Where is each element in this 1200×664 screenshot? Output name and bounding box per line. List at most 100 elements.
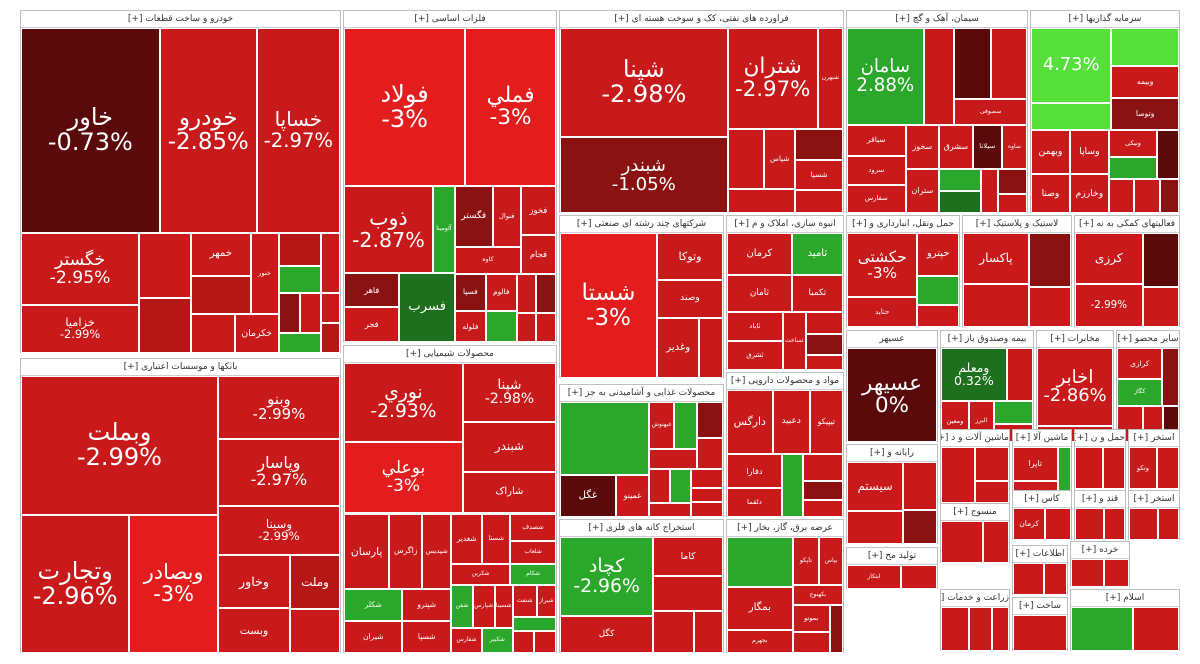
treemap-tile[interactable] <box>516 273 537 313</box>
treemap-tile[interactable]: دفارا <box>727 454 782 488</box>
treemap-tile[interactable] <box>191 275 251 314</box>
treemap-tile[interactable] <box>963 284 1029 327</box>
sector-box[interactable]: اسلام [+] <box>1070 589 1180 651</box>
treemap-tile[interactable]: سصوفی <box>954 99 1027 125</box>
sector-title[interactable]: سیمان، آهک و گچ [+] <box>847 11 1027 28</box>
treemap-tile[interactable]: کرمان <box>1013 508 1046 540</box>
treemap-tile[interactable] <box>1142 233 1179 287</box>
treemap-tile[interactable]: وخارزم <box>1069 174 1109 213</box>
treemap-tile[interactable]: وتوکا <box>657 233 723 280</box>
treemap-tile[interactable] <box>699 318 723 378</box>
sector-title[interactable]: حمل ونقل، انبارداری و [+] <box>847 216 959 233</box>
treemap-tile[interactable]: خنور <box>250 232 279 314</box>
treemap-tile[interactable]: فسرب <box>399 272 455 342</box>
treemap-tile[interactable] <box>278 232 322 267</box>
treemap-tile[interactable] <box>290 609 340 653</box>
treemap-tile[interactable]: نوري -2.93% <box>344 363 463 442</box>
treemap-tile[interactable] <box>795 190 843 213</box>
treemap-tile[interactable] <box>727 537 793 588</box>
treemap-tile[interactable] <box>1071 607 1133 651</box>
treemap-tile[interactable]: سیستم <box>847 462 904 512</box>
treemap-tile[interactable]: سامان 2.88% <box>847 28 924 125</box>
treemap-tile[interactable]: شکام <box>510 564 556 585</box>
sector-title[interactable]: قند و [+] <box>1075 491 1125 508</box>
treemap-tile[interactable] <box>1111 28 1179 67</box>
sector-title[interactable]: فراورده های نفتی، کک و سوخت هسته ای [+] <box>560 11 843 28</box>
treemap-tile[interactable]: ومعلم 0.32% <box>941 348 1007 401</box>
treemap-tile[interactable]: فملي -3% <box>465 28 556 187</box>
treemap-tile[interactable] <box>534 631 556 653</box>
sector-box[interactable]: خرده [+] <box>1070 541 1130 587</box>
sector-title[interactable]: رایانه و [+] <box>847 445 937 462</box>
treemap-tile[interactable] <box>693 610 723 653</box>
treemap-tile[interactable] <box>802 454 843 481</box>
treemap-tile[interactable]: تيپيکو <box>809 390 843 455</box>
treemap-tile[interactable] <box>1075 508 1104 540</box>
treemap-tile[interactable]: سرود <box>847 156 906 185</box>
treemap-tile[interactable]: اخابر -2.86% <box>1037 348 1113 427</box>
treemap-tile[interactable]: بوعلي -3% <box>344 441 463 514</box>
treemap-tile[interactable]: سشرق <box>939 124 973 169</box>
treemap-tile[interactable]: شسینا <box>494 584 513 628</box>
treemap-tile[interactable] <box>941 521 983 563</box>
sector-box[interactable]: قند و [+] <box>1074 490 1126 540</box>
treemap-tile[interactable]: کاما <box>653 537 723 576</box>
treemap-tile[interactable]: سخوز <box>905 124 940 169</box>
sector-title[interactable]: لاستیک و پلاستیک [+] <box>963 216 1071 233</box>
treemap-tile[interactable] <box>278 266 322 293</box>
treemap-tile[interactable] <box>993 400 1033 425</box>
treemap-tile[interactable] <box>917 305 959 327</box>
treemap-tile[interactable] <box>278 292 300 333</box>
treemap-tile[interactable] <box>299 292 322 333</box>
treemap-tile[interactable]: بموتو <box>792 605 830 633</box>
sector-title[interactable]: انبوه سازی، املاک و م [+] <box>727 216 843 233</box>
treemap-tile[interactable]: شاراک <box>462 471 556 514</box>
treemap-tile[interactable]: شبندر <box>462 421 556 472</box>
treemap-tile[interactable] <box>1013 563 1044 595</box>
treemap-tile[interactable] <box>1043 563 1067 595</box>
treemap-tile[interactable]: شصدف <box>510 513 556 541</box>
treemap-tile[interactable] <box>649 469 671 503</box>
sector-box[interactable]: کاس [+] کرمان <box>1012 490 1072 540</box>
sector-title[interactable]: بیمه وصندوق باز [+] <box>941 331 1033 348</box>
treemap-tile[interactable]: تاپرا <box>1013 447 1058 481</box>
treemap-tile[interactable]: سباقر <box>847 124 906 157</box>
treemap-tile[interactable]: ذوب -2.87% <box>344 186 433 273</box>
sector-box[interactable]: زراعت و خدمات [+] <box>940 589 1010 651</box>
treemap-tile[interactable]: فسپا <box>454 273 486 311</box>
treemap-tile[interactable]: ستران <box>905 168 940 213</box>
sector-title[interactable]: عسیهر <box>847 331 937 348</box>
treemap-tile[interactable]: پاکسار <box>963 233 1029 285</box>
treemap-tile[interactable]: ساوه <box>1001 124 1027 169</box>
treemap-tile[interactable]: فگستر <box>454 186 493 248</box>
treemap-tile[interactable] <box>969 607 992 651</box>
treemap-tile[interactable]: ونیکی <box>1108 129 1158 157</box>
treemap-tile[interactable]: فالوم <box>485 273 517 311</box>
treemap-tile[interactable]: فولاد -3% <box>344 28 466 187</box>
sector-box[interactable]: مخابرات [+] اخابر -2.86% <box>1036 330 1114 442</box>
treemap-tile[interactable] <box>696 437 723 470</box>
sector-title[interactable]: تولید مح [+] <box>847 548 937 565</box>
treemap-tile[interactable] <box>691 487 723 503</box>
treemap-tile[interactable]: تکمبا <box>791 275 843 312</box>
treemap-tile[interactable]: آلومينا <box>432 186 455 273</box>
treemap-tile[interactable] <box>727 129 765 189</box>
treemap-tile[interactable]: کرازی <box>1117 348 1163 380</box>
sector-box[interactable]: استخراج کانه های فلزی [+] کچاد -2.96% کگل کا… <box>559 519 724 653</box>
treemap-tile[interactable] <box>1134 179 1160 213</box>
treemap-tile[interactable] <box>980 168 998 213</box>
treemap-tile[interactable] <box>1104 559 1129 587</box>
treemap-tile[interactable] <box>139 232 192 299</box>
treemap-tile[interactable] <box>939 168 981 191</box>
treemap-tile[interactable]: شیران <box>344 621 403 653</box>
treemap-tile[interactable] <box>512 617 556 632</box>
treemap-tile[interactable] <box>1071 559 1105 587</box>
sector-box[interactable]: خودرو و ساخت قطعات [+] خاور -0.73% خودرو -2.… <box>20 10 341 353</box>
treemap-tile[interactable] <box>1159 179 1179 213</box>
treemap-tile[interactable]: کگل <box>560 616 654 653</box>
sector-box[interactable]: انبوه سازی، املاک و م [+] کرمان ثامان ثامید… <box>726 215 844 370</box>
sector-title[interactable]: ماشین آلا [+] <box>1013 430 1071 447</box>
sector-box[interactable]: بیمه وصندوق باز [+] ومعلم 0.32% ومعین البرز <box>940 330 1034 442</box>
treemap-tile[interactable] <box>917 276 959 306</box>
treemap-tile[interactable] <box>792 632 830 653</box>
